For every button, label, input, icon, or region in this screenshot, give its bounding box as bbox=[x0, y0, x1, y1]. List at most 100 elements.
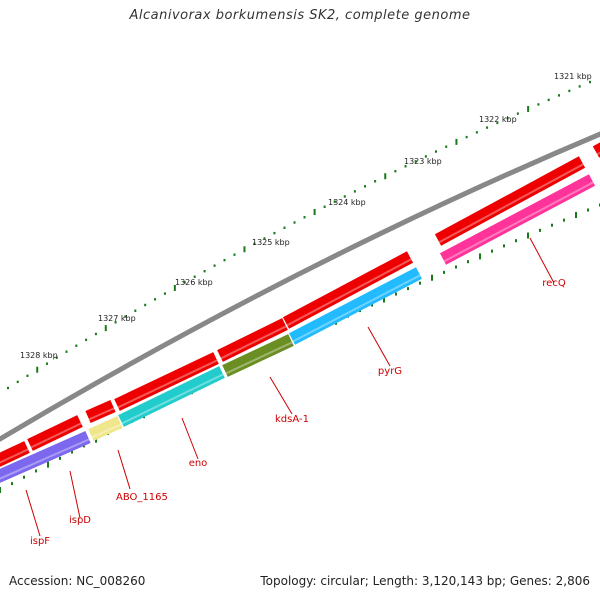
scale-tick bbox=[383, 296, 385, 303]
scale-tick bbox=[384, 173, 387, 180]
scale-labels: 1321 kbp 1322 kbp 1323 kbp 1324 kbp 1325 kbp… bbox=[20, 72, 592, 360]
scale-tick bbox=[364, 185, 367, 188]
scale-tick bbox=[144, 303, 147, 307]
scale-tick bbox=[203, 269, 206, 273]
scale-tick bbox=[83, 444, 85, 448]
cds-arrow-highlight bbox=[596, 151, 600, 156]
scale-label: 1328 kbp bbox=[20, 351, 58, 360]
gene-pyrG bbox=[289, 267, 422, 345]
scale-tick bbox=[11, 482, 13, 486]
scale-tick bbox=[431, 274, 433, 281]
scale-tick bbox=[303, 216, 306, 219]
cds-arrow bbox=[114, 352, 219, 411]
scale-tick bbox=[394, 170, 397, 173]
callout-line bbox=[269, 376, 293, 415]
scale-tick bbox=[467, 260, 469, 264]
scale-tick bbox=[7, 386, 9, 390]
scale-tick bbox=[551, 223, 553, 227]
figure-title: Alcanivorax borkumensis SK2, complete ge… bbox=[129, 8, 471, 23]
scale-tick bbox=[589, 80, 591, 84]
gene-recQ-highlight bbox=[443, 181, 594, 263]
scale-tick bbox=[273, 231, 276, 235]
scale-tick bbox=[414, 160, 417, 163]
cds-arrow-highlight bbox=[220, 325, 287, 360]
scale-label: 1327 kbp bbox=[98, 314, 136, 323]
cds-arrow bbox=[27, 415, 83, 451]
gene-ABO_1165 bbox=[88, 416, 123, 441]
gene-callouts: recQ pyrG kdsA-1 eno ABO_1165 ispD ispF bbox=[25, 237, 566, 547]
scale-tick bbox=[343, 195, 346, 198]
cds-arrow-highlight bbox=[286, 258, 412, 327]
cds-arrow bbox=[282, 251, 414, 329]
scale-label: 1323 kbp bbox=[404, 157, 442, 166]
scale-tick bbox=[233, 253, 236, 256]
scale-tick bbox=[47, 461, 49, 468]
scale-tick bbox=[575, 212, 577, 219]
gene-kdsA-1-highlight bbox=[225, 341, 293, 375]
gene-recQ bbox=[439, 174, 596, 265]
scale-tick bbox=[496, 121, 499, 125]
scale-tick bbox=[75, 344, 78, 347]
scale-tick bbox=[455, 265, 457, 269]
scale-tick bbox=[539, 228, 541, 232]
scale-tick bbox=[263, 237, 266, 240]
scale-label: 1321 kbp bbox=[554, 72, 592, 81]
scale-tick bbox=[333, 200, 336, 203]
callout-line bbox=[367, 326, 391, 367]
gene-ispD bbox=[0, 431, 91, 483]
scale-tick bbox=[486, 126, 489, 129]
gene-label: kdsA-1 bbox=[275, 414, 309, 425]
scale-label: 1324 kbp bbox=[328, 198, 366, 207]
gene-eno bbox=[118, 366, 225, 427]
gene-ispD-highlight bbox=[0, 438, 90, 480]
gene-ABO_1165-highlight bbox=[91, 423, 122, 439]
scale-tick bbox=[419, 281, 421, 285]
scale-tick bbox=[243, 246, 246, 253]
scale-tick bbox=[313, 209, 316, 216]
gene-label: ispD bbox=[69, 515, 91, 526]
scale-tick bbox=[558, 94, 561, 97]
scale-tick bbox=[371, 303, 373, 307]
scale-tick bbox=[537, 103, 540, 106]
scale-tick bbox=[527, 106, 530, 113]
scale-tick bbox=[183, 281, 186, 284]
gene-label: eno bbox=[189, 458, 208, 469]
cds-arrow bbox=[0, 441, 30, 467]
scale-label: 1322 kbp bbox=[479, 115, 517, 124]
genome-stats: Topology: circular; Length: 3,120,143 bp… bbox=[260, 574, 590, 588]
cds-arrow bbox=[434, 156, 586, 246]
callout-line bbox=[181, 417, 199, 460]
scale-tick bbox=[35, 469, 37, 473]
scale-tick bbox=[16, 380, 19, 384]
gene-kdsA-1 bbox=[222, 334, 294, 377]
gene-label: recQ bbox=[542, 278, 566, 289]
gene-label: ABO_1165 bbox=[116, 492, 168, 503]
scale-tick bbox=[374, 180, 377, 183]
scale-tick bbox=[283, 226, 286, 229]
scale-tick bbox=[395, 292, 397, 296]
scale-tick bbox=[435, 150, 438, 153]
scale-tick bbox=[55, 356, 58, 359]
scale-tick bbox=[527, 232, 529, 239]
accession-label: Accession: NC_008260 bbox=[9, 574, 146, 588]
scale-tick bbox=[173, 284, 176, 291]
cds-arrow-highlight bbox=[438, 163, 584, 244]
callout-line bbox=[69, 470, 81, 519]
cds-arrow-highlight bbox=[117, 359, 218, 409]
scale-tick bbox=[475, 131, 478, 134]
callout-line bbox=[529, 237, 555, 284]
genome-backbone bbox=[0, 131, 600, 442]
callout-line bbox=[117, 449, 131, 490]
scale-tick bbox=[71, 450, 73, 454]
scale-tick bbox=[443, 270, 445, 274]
scale-tick bbox=[516, 112, 519, 115]
scale-tick bbox=[353, 190, 356, 193]
scale-tick bbox=[547, 98, 550, 102]
scale-tick bbox=[134, 309, 137, 312]
scale-tick bbox=[163, 292, 166, 295]
scale-tick bbox=[568, 89, 571, 93]
scale-tick bbox=[563, 218, 565, 222]
scale-tick bbox=[223, 258, 226, 262]
scale-tick bbox=[26, 374, 29, 377]
scale-tick bbox=[104, 325, 107, 332]
